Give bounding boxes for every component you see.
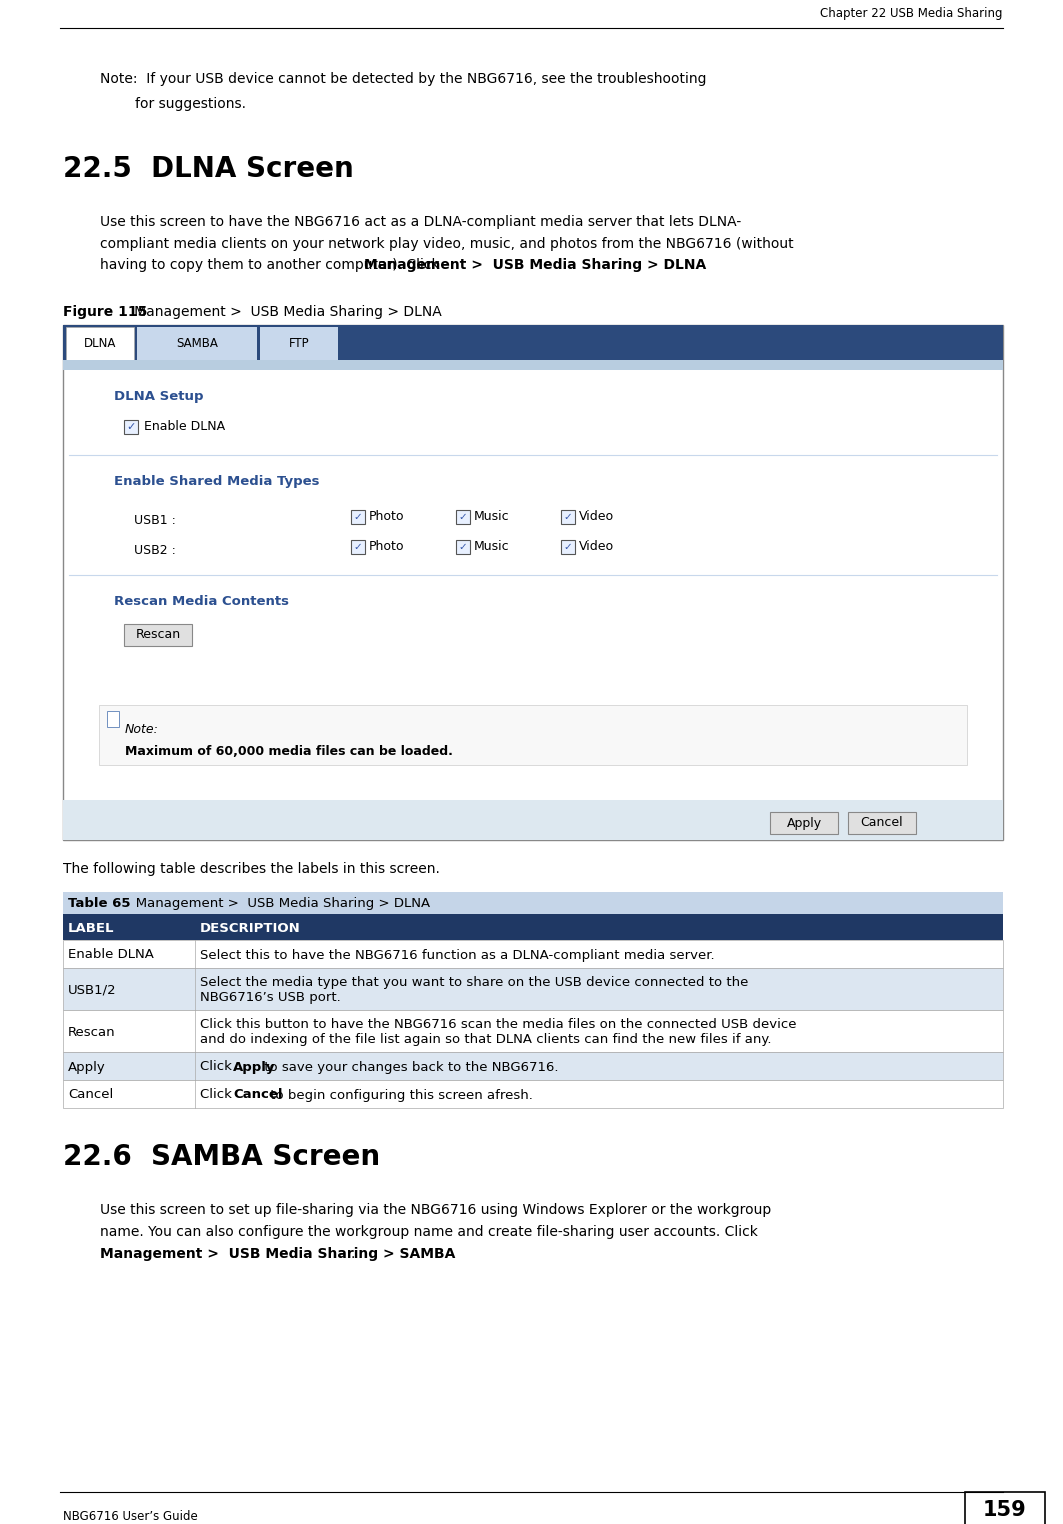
- Text: and do indexing of the file list again so that DLNA clients can find the new fil: and do indexing of the file list again s…: [200, 1033, 772, 1045]
- Text: The following table describes the labels in this screen.: The following table describes the labels…: [63, 863, 440, 876]
- Text: Video: Video: [579, 539, 614, 553]
- Bar: [124, 623, 192, 646]
- Bar: [456, 539, 470, 555]
- Text: LABEL: LABEL: [68, 922, 115, 934]
- Text: Management >  USB Media Sharing > DLNA: Management > USB Media Sharing > DLNA: [123, 898, 431, 910]
- Text: having to copy them to another computer). Click: having to copy them to another computer)…: [100, 258, 444, 271]
- Bar: [63, 968, 1003, 1010]
- Bar: [63, 325, 1003, 840]
- Text: Rescan: Rescan: [68, 1026, 116, 1038]
- Text: NBG6716’s USB port.: NBG6716’s USB port.: [200, 991, 341, 1004]
- Text: Rescan Media Contents: Rescan Media Contents: [114, 594, 289, 608]
- Text: .: .: [350, 1247, 354, 1260]
- Text: Cancel: Cancel: [68, 1088, 114, 1102]
- Text: .: .: [615, 258, 621, 271]
- Text: ✓: ✓: [458, 512, 468, 523]
- Text: Cancel: Cancel: [233, 1088, 283, 1102]
- Bar: [107, 712, 119, 727]
- Text: SAMBA: SAMBA: [176, 337, 218, 351]
- Bar: [63, 940, 1003, 968]
- Bar: [848, 812, 916, 834]
- Text: 159: 159: [983, 1500, 1027, 1519]
- Text: USB1/2: USB1/2: [68, 983, 117, 997]
- Bar: [770, 812, 838, 834]
- Text: DLNA: DLNA: [84, 337, 116, 351]
- Text: compliant media clients on your network play video, music, and photos from the N: compliant media clients on your network …: [100, 238, 794, 251]
- Text: Management >  USB Media Sharing > SAMBA: Management > USB Media Sharing > SAMBA: [100, 1247, 455, 1260]
- Text: Note:: Note:: [125, 722, 158, 736]
- Text: Use this screen to have the NBG6716 act as a DLNA-compliant media server that le: Use this screen to have the NBG6716 act …: [100, 215, 741, 229]
- Text: ✓: ✓: [563, 543, 572, 552]
- Bar: [63, 360, 1003, 370]
- Text: ✓: ✓: [126, 422, 136, 431]
- Text: Click this button to have the NBG6716 scan the media files on the connected USB : Click this button to have the NBG6716 sc…: [200, 1018, 796, 1032]
- Text: ✓: ✓: [563, 512, 572, 523]
- Text: Music: Music: [474, 539, 509, 553]
- Text: to save your changes back to the NBG6716.: to save your changes back to the NBG6716…: [260, 1061, 559, 1073]
- Bar: [561, 511, 575, 524]
- Text: Chapter 22 USB Media Sharing: Chapter 22 USB Media Sharing: [821, 8, 1003, 20]
- Bar: [63, 1052, 1003, 1081]
- Text: FTP: FTP: [289, 337, 309, 351]
- Text: Video: Video: [579, 509, 614, 523]
- Text: ✓: ✓: [458, 543, 468, 552]
- Bar: [63, 1081, 1003, 1108]
- Bar: [351, 539, 365, 555]
- Text: DLNA Setup: DLNA Setup: [114, 390, 203, 402]
- Bar: [124, 421, 138, 434]
- Text: USB1 :: USB1 :: [134, 514, 175, 526]
- Bar: [137, 328, 257, 360]
- Text: Enable DLNA: Enable DLNA: [144, 419, 225, 433]
- Bar: [965, 1492, 1045, 1524]
- Text: Enable DLNA: Enable DLNA: [68, 948, 154, 962]
- Text: Photo: Photo: [369, 509, 405, 523]
- Text: for suggestions.: for suggestions.: [100, 98, 246, 111]
- Text: Note:  If your USB device cannot be detected by the NBG6716, see the troubleshoo: Note: If your USB device cannot be detec…: [100, 72, 707, 85]
- Bar: [63, 914, 1003, 940]
- Text: Select the media type that you want to share on the USB device connected to the: Select the media type that you want to s…: [200, 975, 748, 989]
- Text: ✓: ✓: [354, 512, 362, 523]
- Bar: [63, 325, 1003, 360]
- Bar: [63, 892, 1003, 914]
- Text: Management >  USB Media Sharing > DLNA: Management > USB Media Sharing > DLNA: [364, 258, 706, 271]
- Text: Apply: Apply: [233, 1061, 275, 1073]
- Text: Apply: Apply: [68, 1061, 105, 1073]
- Bar: [561, 539, 575, 555]
- Bar: [66, 328, 134, 360]
- Text: Apply: Apply: [787, 817, 822, 829]
- Text: Cancel: Cancel: [861, 817, 904, 829]
- Text: Music: Music: [474, 509, 509, 523]
- Bar: [99, 706, 967, 765]
- Text: NBG6716 User’s Guide: NBG6716 User’s Guide: [63, 1510, 198, 1522]
- Bar: [351, 511, 365, 524]
- Text: Table 65: Table 65: [68, 898, 131, 910]
- Text: ✓: ✓: [354, 543, 362, 552]
- Text: 22.5  DLNA Screen: 22.5 DLNA Screen: [63, 155, 354, 183]
- Text: name. You can also configure the workgroup name and create file-sharing user acc: name. You can also configure the workgro…: [100, 1225, 758, 1239]
- Text: Click: Click: [200, 1061, 236, 1073]
- Text: Maximum of 60,000 media files can be loaded.: Maximum of 60,000 media files can be loa…: [125, 745, 453, 757]
- Text: DESCRIPTION: DESCRIPTION: [200, 922, 301, 934]
- Text: 22.6  SAMBA Screen: 22.6 SAMBA Screen: [63, 1143, 381, 1170]
- Bar: [260, 328, 338, 360]
- Text: Figure 115: Figure 115: [63, 305, 148, 319]
- Text: Select this to have the NBG6716 function as a DLNA-compliant media server.: Select this to have the NBG6716 function…: [200, 948, 714, 962]
- Text: Click: Click: [200, 1088, 236, 1102]
- Text: Enable Shared Media Types: Enable Shared Media Types: [114, 475, 320, 488]
- Text: Use this screen to set up file-sharing via the NBG6716 using Windows Explorer or: Use this screen to set up file-sharing v…: [100, 1202, 772, 1218]
- Text: to begin configuring this screen afresh.: to begin configuring this screen afresh.: [266, 1088, 533, 1102]
- Bar: [456, 511, 470, 524]
- Text: Photo: Photo: [369, 539, 405, 553]
- Text: Rescan: Rescan: [135, 628, 181, 642]
- Bar: [63, 800, 1003, 840]
- Bar: [63, 1010, 1003, 1052]
- Text: Management >  USB Media Sharing > DLNA: Management > USB Media Sharing > DLNA: [121, 305, 442, 319]
- Text: USB2 :: USB2 :: [134, 544, 175, 556]
